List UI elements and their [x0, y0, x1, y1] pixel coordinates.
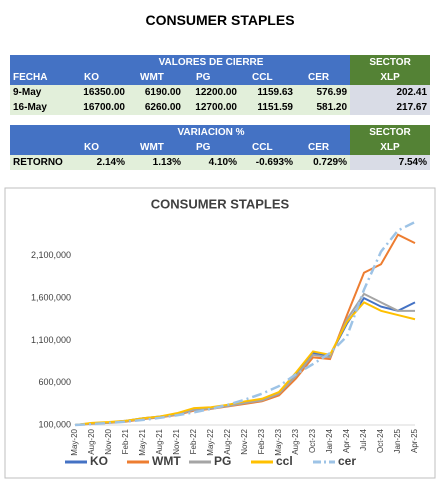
group-header: VARIACION %	[72, 125, 350, 140]
group-header: VALORES DE CIERRE	[72, 55, 351, 70]
x-tick-label: Oct-23	[308, 428, 317, 453]
x-tick-label: Feb-23	[257, 428, 266, 454]
sector-header: SECTOR	[350, 125, 430, 140]
table-cell: 2.14%	[72, 155, 128, 170]
chart-title: CONSUMER STAPLES	[151, 196, 290, 211]
legend-label: cer	[338, 454, 356, 468]
column-header: WMT	[128, 140, 184, 155]
y-tick-label: 2,100,000	[31, 250, 71, 260]
table-cell: 12200.00	[184, 85, 240, 100]
table-cell: 12700.00	[184, 100, 240, 115]
page-title: CONSUMER STAPLES	[145, 12, 295, 28]
column-header: CCL	[240, 70, 296, 85]
x-tick-label: Nov-21	[172, 428, 181, 454]
x-tick-label: Jan-24	[325, 428, 334, 453]
table-cell: 9-May	[10, 85, 72, 100]
table-cell: 217.67	[350, 100, 431, 115]
x-tick-label: May-23	[274, 428, 283, 455]
table-cell: 1159.63	[240, 85, 296, 100]
column-header: XLP	[350, 70, 431, 85]
table-cell: -0.693%	[240, 155, 296, 170]
header-cell	[10, 125, 72, 140]
table-cell: 7.54%	[350, 155, 430, 170]
table-cell: 202.41	[350, 85, 431, 100]
x-tick-label: Aug-22	[223, 428, 232, 454]
closing-values-table: VALORES DE CIERRE SECTOR FECHA KO WMT PG CCL CE…	[10, 55, 431, 115]
table-cell: 1.13%	[128, 155, 184, 170]
sector-header: SECTOR	[350, 55, 431, 70]
y-tick-label: 100,000	[38, 419, 71, 429]
x-tick-label: Feb-21	[121, 428, 130, 454]
table-cell: 16350.00	[72, 85, 128, 100]
column-header: CER	[296, 140, 350, 155]
x-tick-label: Jan-25	[393, 428, 402, 453]
table-cell: 0.729%	[296, 155, 350, 170]
table-cell: 4.10%	[184, 155, 240, 170]
column-header: CER	[296, 70, 351, 85]
series-line	[74, 220, 416, 427]
table-cell: 1151.59	[240, 100, 296, 115]
y-tick-label: 600,000	[38, 377, 71, 387]
table-cell: 581.20	[296, 100, 351, 115]
x-tick-label: May-22	[206, 428, 215, 455]
legend-label: PG	[214, 454, 231, 468]
column-header: CCL	[240, 140, 296, 155]
legend-label: KO	[90, 454, 108, 468]
x-tick-label: Aug-21	[155, 428, 164, 454]
header-cell	[10, 140, 72, 155]
column-header: KO	[72, 140, 128, 155]
x-tick-label: Apr-24	[342, 428, 351, 453]
x-tick-label: Oct-24	[376, 428, 385, 453]
x-tick-label: Nov-20	[104, 428, 113, 454]
x-tick-label: May-21	[138, 428, 147, 455]
legend-label: ccl	[276, 454, 293, 468]
table-cell: 576.99	[296, 85, 351, 100]
table-cell: RETORNO	[10, 155, 72, 170]
x-tick-label: Jul-24	[359, 428, 368, 450]
x-tick-label: Aug-20	[87, 428, 96, 454]
table-cell: 16-May	[10, 100, 72, 115]
x-tick-label: May-20	[70, 428, 79, 455]
column-header: FECHA	[10, 70, 72, 85]
legend-label: WMT	[152, 454, 181, 468]
table-cell: 6260.00	[128, 100, 184, 115]
header-cell	[10, 55, 72, 70]
chart-frame	[4, 187, 436, 479]
x-tick-label: Nov-22	[240, 428, 249, 454]
y-tick-label: 1,100,000	[31, 335, 71, 345]
column-header: PG	[184, 140, 240, 155]
table-cell: 6190.00	[128, 85, 184, 100]
series-line	[74, 301, 416, 426]
x-tick-label: Feb-22	[189, 428, 198, 454]
x-tick-label: Apr-25	[410, 428, 419, 453]
column-header: KO	[72, 70, 128, 85]
table-cell: 16700.00	[72, 100, 128, 115]
column-header: WMT	[128, 70, 184, 85]
variation-table: VARIACION % SECTOR KO WMT PG CCL CER XLP RETORNO…	[10, 125, 430, 170]
column-header: XLP	[350, 140, 430, 155]
column-header: PG	[184, 70, 240, 85]
x-tick-label: Aug-23	[291, 428, 300, 454]
y-tick-label: 1,600,000	[31, 293, 71, 303]
